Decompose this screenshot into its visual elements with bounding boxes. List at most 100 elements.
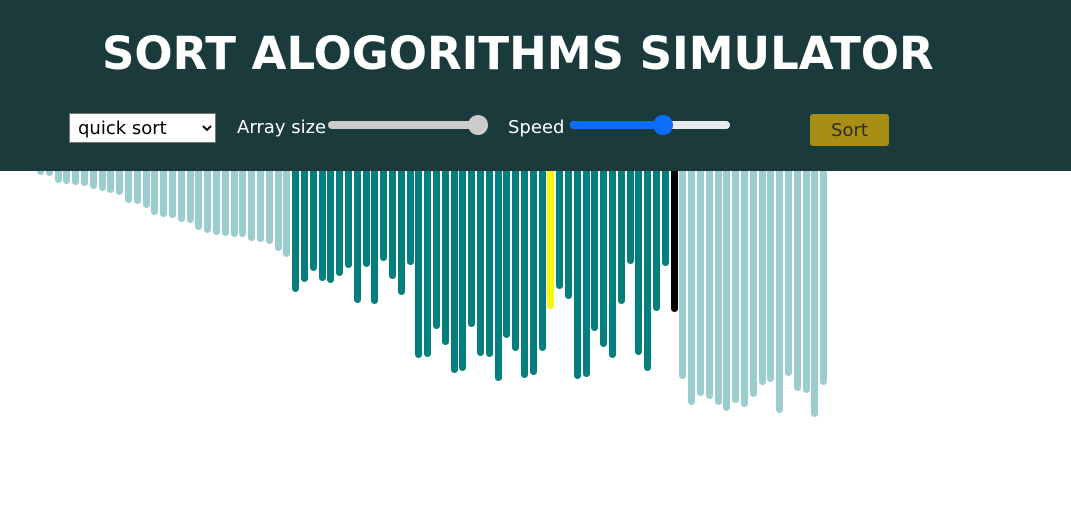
array-bar: [723, 160, 730, 411]
array-bar: [301, 160, 308, 282]
array-bar: [72, 160, 79, 185]
array-size-track: [328, 121, 488, 129]
array-bar: [389, 160, 396, 279]
array-bar: [503, 160, 510, 338]
array-bar: [283, 160, 290, 257]
speed-label: Speed: [508, 117, 565, 138]
array-bar: [759, 160, 766, 385]
array-bar: [618, 160, 625, 304]
array-bar: [609, 160, 616, 358]
array-bar: [688, 160, 695, 405]
array-bar: [248, 160, 255, 241]
array-bar: [55, 160, 62, 183]
array-bar: [398, 160, 405, 295]
array-bar: [90, 160, 97, 189]
array-bar: [151, 160, 158, 215]
array-bar: [530, 160, 537, 375]
sort-button[interactable]: Sort: [810, 114, 889, 146]
array-bar: [785, 160, 792, 376]
array-bar: [627, 160, 634, 264]
array-size-label: Array size: [237, 117, 327, 138]
array-bar: [653, 160, 660, 311]
array-bar: [125, 160, 132, 203]
array-size-slider[interactable]: [328, 115, 488, 135]
array-bar: [213, 160, 220, 235]
array-bar: [662, 160, 669, 266]
array-bar: [107, 160, 114, 193]
array-bar: [178, 160, 185, 222]
array-bar: [327, 160, 334, 283]
array-bar: [345, 160, 352, 268]
array-bar: [143, 160, 150, 208]
header-bar: SORT ALOGORITHMS SIMULATOR quick sort Ar…: [0, 0, 1071, 171]
array-bar: [116, 160, 123, 195]
array-bar: [222, 160, 229, 236]
array-bar: [591, 160, 598, 331]
array-bar: [679, 160, 686, 379]
speed-track-fill: [570, 121, 663, 129]
array-bar: [565, 160, 572, 299]
array-bar: [715, 160, 722, 405]
speed-slider[interactable]: [570, 115, 730, 135]
array-bar: [556, 160, 563, 289]
array-bar: [195, 160, 202, 230]
array-bar: [380, 160, 387, 261]
array-bar: [63, 160, 70, 184]
array-bar: [583, 160, 590, 377]
array-bar: [204, 160, 211, 233]
array-bar: [776, 160, 783, 413]
array-bar: [767, 160, 774, 382]
algorithm-select[interactable]: quick sort: [69, 113, 216, 143]
array-bar: [266, 160, 273, 244]
array-bar: [424, 160, 431, 357]
array-bar: [750, 160, 757, 397]
array-bar: [407, 160, 414, 265]
array-bar: [292, 160, 299, 292]
array-bar: [239, 160, 246, 237]
array-bar: [644, 160, 651, 371]
array-bar: [442, 160, 449, 345]
array-bar: [275, 160, 282, 251]
array-bar: [706, 160, 713, 399]
array-bar: [160, 160, 167, 217]
array-bar: [99, 160, 106, 191]
array-bar: [433, 160, 440, 329]
array-bar: [459, 160, 466, 371]
array-bar: [635, 160, 642, 355]
array-bar: [187, 160, 194, 223]
array-bar: [495, 160, 502, 381]
array-size-thumb[interactable]: [468, 115, 488, 135]
array-bar: [600, 160, 607, 347]
array-bar: [169, 160, 176, 218]
array-bar: [521, 160, 528, 378]
array-bar: [451, 160, 458, 373]
array-bar: [134, 160, 141, 204]
array-bar: [671, 160, 678, 312]
array-bar: [371, 160, 378, 304]
speed-thumb[interactable]: [652, 115, 673, 135]
array-bar: [363, 160, 370, 267]
array-bar: [820, 160, 827, 385]
array-bar: [574, 160, 581, 379]
array-bar: [310, 160, 317, 271]
array-bar: [539, 160, 546, 351]
array-bar: [512, 160, 519, 351]
array-bar: [697, 160, 704, 396]
array-bar: [794, 160, 801, 391]
array-bar: [477, 160, 484, 356]
array-bar: [231, 160, 238, 237]
array-bar: [415, 160, 422, 358]
array-bar: [486, 160, 493, 357]
array-bar: [81, 160, 88, 186]
page-title: SORT ALOGORITHMS SIMULATOR: [102, 27, 934, 80]
array-bar: [257, 160, 264, 242]
array-bar: [732, 160, 739, 403]
array-bar: [811, 160, 818, 417]
array-bar: [803, 160, 810, 393]
array-bar: [319, 160, 326, 281]
array-bar: [741, 160, 748, 407]
array-bar: [336, 160, 343, 276]
array-bar: [354, 160, 361, 303]
array-bar: [468, 160, 475, 327]
